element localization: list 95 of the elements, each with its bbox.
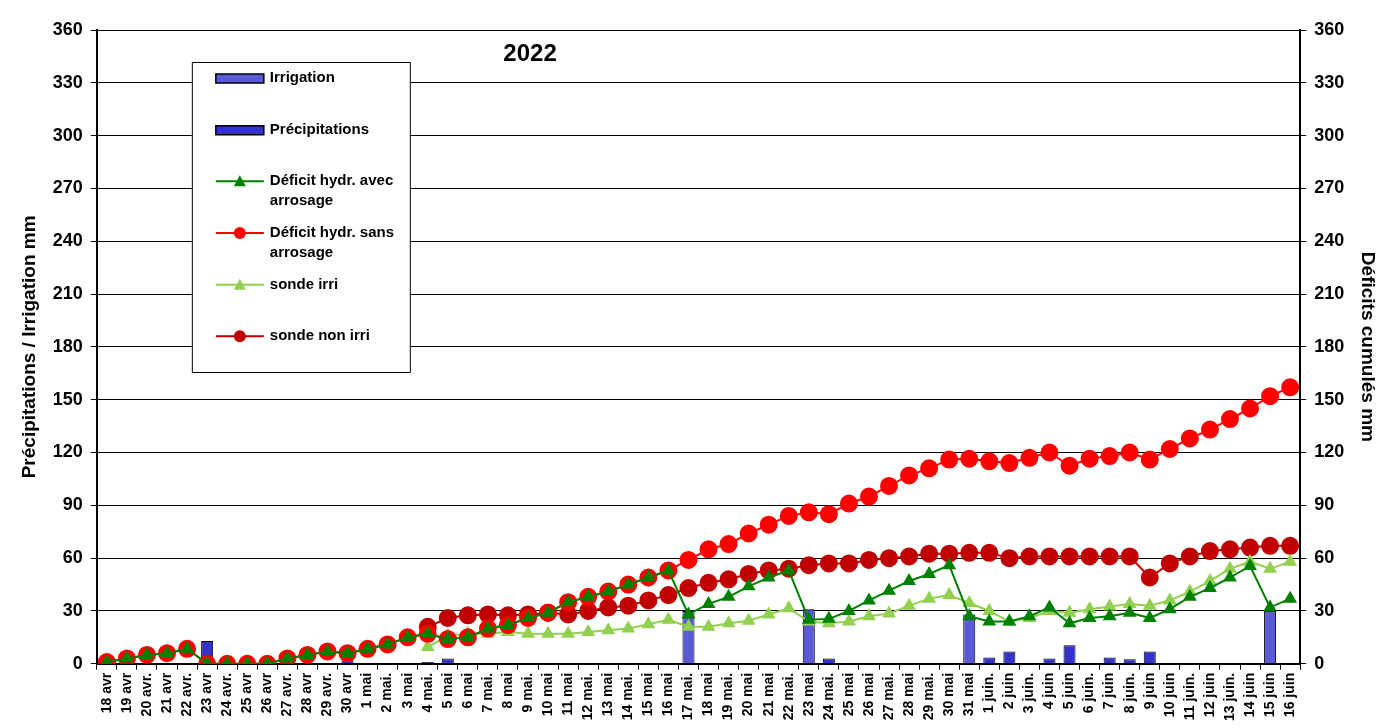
x-tick-label: 2 mai. [378, 672, 395, 713]
x-tick-label: 11 mai [559, 672, 575, 716]
x-tick-label: 17 mai. [679, 672, 696, 721]
x-tick-label: 3 mai [398, 672, 415, 709]
x-tick-label: 31 mai [960, 672, 977, 717]
x-tick-label: 16 juin [1281, 672, 1297, 718]
x-tick-label: 8 juin. [1120, 672, 1137, 714]
x-tick-label: 22 mai. [779, 672, 796, 721]
y-tick-label: 120 [52, 441, 83, 462]
x-tick-label: 13 juin. [1220, 672, 1237, 721]
x-tick-label: 2 juin [1000, 672, 1017, 710]
x-tick-label: 9 juin [1140, 672, 1157, 710]
y-axis-title: Précipitations / Irrigation mm [17, 215, 39, 479]
x-tick-label: 27 mai. [879, 672, 896, 721]
y2-tick-label: 240 [1314, 230, 1345, 251]
x-tick-label: 21 mai [759, 672, 776, 717]
x-tick-label: 15 juin [1260, 672, 1277, 718]
y2-tick-label: 360 [1314, 18, 1345, 39]
x-tick-label: 8 mai [498, 672, 515, 709]
x-tick-label: 20 avr. [137, 672, 154, 717]
x-tick-label: 15 mai [639, 672, 656, 717]
y2-tick-label: 210 [1314, 283, 1345, 304]
x-tick-label: 30 avr [338, 672, 355, 714]
x-tick-label: 23 avr [198, 672, 214, 714]
y2-tick-label: 330 [1314, 71, 1345, 92]
x-tick-label: 11 juin. [1180, 672, 1197, 721]
y2-tick-label: 120 [1314, 441, 1345, 462]
x-tick-label: 4 mai. [418, 672, 435, 713]
x-tick-label: 7 juin [1100, 672, 1117, 710]
x-tick-label: 18 mai [699, 672, 716, 717]
y2-tick-label: 30 [1314, 599, 1335, 620]
y-tick-label: 180 [52, 335, 83, 356]
x-tick-label: 13 mai [599, 672, 616, 717]
y-tick-label: 60 [62, 547, 83, 568]
x-tick-label: 12 juin [1200, 672, 1217, 718]
y2-axis-title: Déficits cumulés mm [1358, 251, 1380, 442]
chart-title: 2022 [503, 38, 557, 66]
x-tick-label: 27 avr. [278, 672, 295, 717]
x-tick-label: 1 juin. [980, 672, 997, 714]
y-tick-label: 90 [62, 494, 83, 515]
y2-tick-label: 0 [1314, 652, 1325, 673]
x-tick-label: 21 avr [157, 672, 174, 714]
x-tick-label: 29 mai. [920, 672, 936, 721]
x-tick-label: 7 mai. [478, 672, 495, 713]
x-tick-label: 12 mai. [579, 672, 596, 721]
x-tick-label: 14 mai. [619, 672, 636, 721]
x-tick-label: 28 avr [298, 672, 315, 714]
y-tick-label: 270 [52, 177, 83, 198]
x-tick-label: 19 avr [117, 672, 134, 714]
x-tick-label: 10 juin [1160, 672, 1177, 718]
x-tick-label: 6 mai [458, 672, 475, 709]
x-tick-label: 30 mai [940, 672, 957, 717]
legend-label: Déficit hydr. sans arrosage [269, 223, 395, 261]
x-tick-label: 25 mai [839, 672, 856, 717]
y-tick-label: 360 [52, 18, 83, 39]
x-tick-label: 10 mai [538, 672, 555, 717]
legend-label: Précipitations [269, 119, 370, 137]
x-tick-label: 9 mai. [518, 672, 535, 713]
y2-tick-label: 90 [1314, 494, 1335, 515]
x-tick-label: 23 mai [799, 672, 816, 717]
y-tick-label: 210 [52, 283, 83, 304]
legend-label: sonde irri [269, 274, 339, 292]
x-tick-label: 22 avr. [177, 672, 194, 717]
x-tick-label: 20 mai [739, 672, 756, 717]
x-tick-label: 6 juin. [1080, 672, 1097, 714]
y-tick-label: 0 [72, 652, 83, 673]
y2-tick-label: 300 [1314, 124, 1345, 145]
x-tick-label: 3 juin. [1020, 672, 1037, 714]
x-tick-label: 19 mai. [719, 672, 736, 721]
x-tick-label: 24 avr. [218, 672, 235, 717]
y-tick-label: 150 [52, 388, 83, 409]
x-tick-label: 4 juin [1040, 672, 1057, 710]
x-tick-label: 29 avr. [318, 672, 335, 717]
y2-tick-label: 270 [1314, 177, 1345, 198]
x-tick-label: 26 mai [859, 672, 876, 717]
y-tick-label: 300 [52, 124, 83, 145]
x-tick-label: 1 mai [358, 672, 375, 709]
y2-tick-label: 60 [1314, 547, 1335, 568]
legend-label: Irrigation [269, 68, 335, 86]
x-tick-label: 26 avr [258, 672, 275, 714]
x-tick-label: 16 mai [659, 672, 676, 717]
x-tick-label: 24 mai. [819, 672, 836, 721]
legend-label: Déficit hydr. avec arrosage [269, 171, 394, 209]
x-tick-label: 14 juin [1240, 672, 1257, 718]
x-tick-label: 5 juin [1060, 672, 1077, 710]
y-tick-label: 240 [52, 230, 83, 251]
legend-label: sonde non irri [269, 326, 370, 344]
y-tick-label: 30 [62, 599, 83, 620]
y-tick-label: 330 [52, 71, 83, 92]
x-tick-label: 25 avr [238, 672, 255, 714]
x-tick-label: 18 avr [97, 672, 114, 714]
x-tick-label: 5 mai [438, 672, 455, 709]
x-tick-label: 28 mai [899, 672, 916, 717]
y2-tick-label: 180 [1314, 335, 1345, 356]
y2-tick-label: 150 [1314, 388, 1345, 409]
